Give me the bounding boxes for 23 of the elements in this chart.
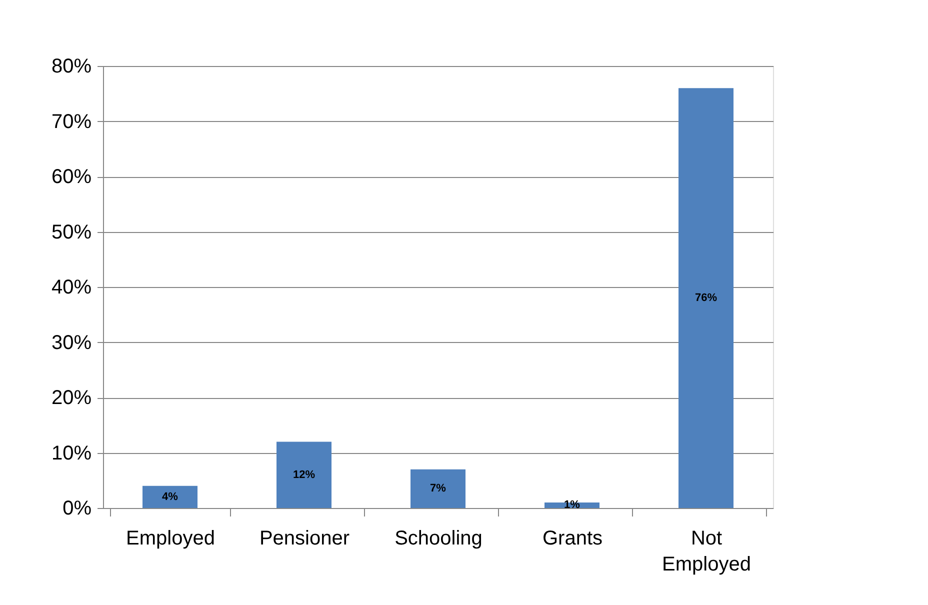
y-tick-label: 70% (51, 110, 92, 133)
x-tick-label: Grants (542, 528, 603, 550)
data-label: 4% (162, 490, 178, 503)
bar (410, 469, 466, 508)
bar (678, 88, 734, 508)
y-tick-label: 40% (51, 276, 92, 298)
y-tick-label: 20% (51, 387, 92, 409)
y-tick-label: 0% (62, 498, 92, 520)
y-tick-label: 60% (51, 166, 92, 188)
x-tick-label: Schooling (394, 528, 482, 550)
data-label: 12% (292, 468, 316, 481)
y-tick-label: 50% (51, 221, 92, 244)
data-label: 7% (430, 482, 446, 495)
bar (142, 486, 198, 508)
y-tick-label: 10% (51, 442, 92, 464)
bar (276, 442, 332, 508)
y-tick-label: 80% (51, 56, 92, 78)
data-label: 1% (564, 499, 580, 512)
x-tick-label: Employed (126, 528, 215, 550)
y-tick-label: 30% (51, 332, 92, 354)
x-tick-label: Not Employed (662, 528, 751, 576)
data-label: 76% (694, 292, 718, 304)
x-tick-label: Pensioner (259, 528, 350, 550)
